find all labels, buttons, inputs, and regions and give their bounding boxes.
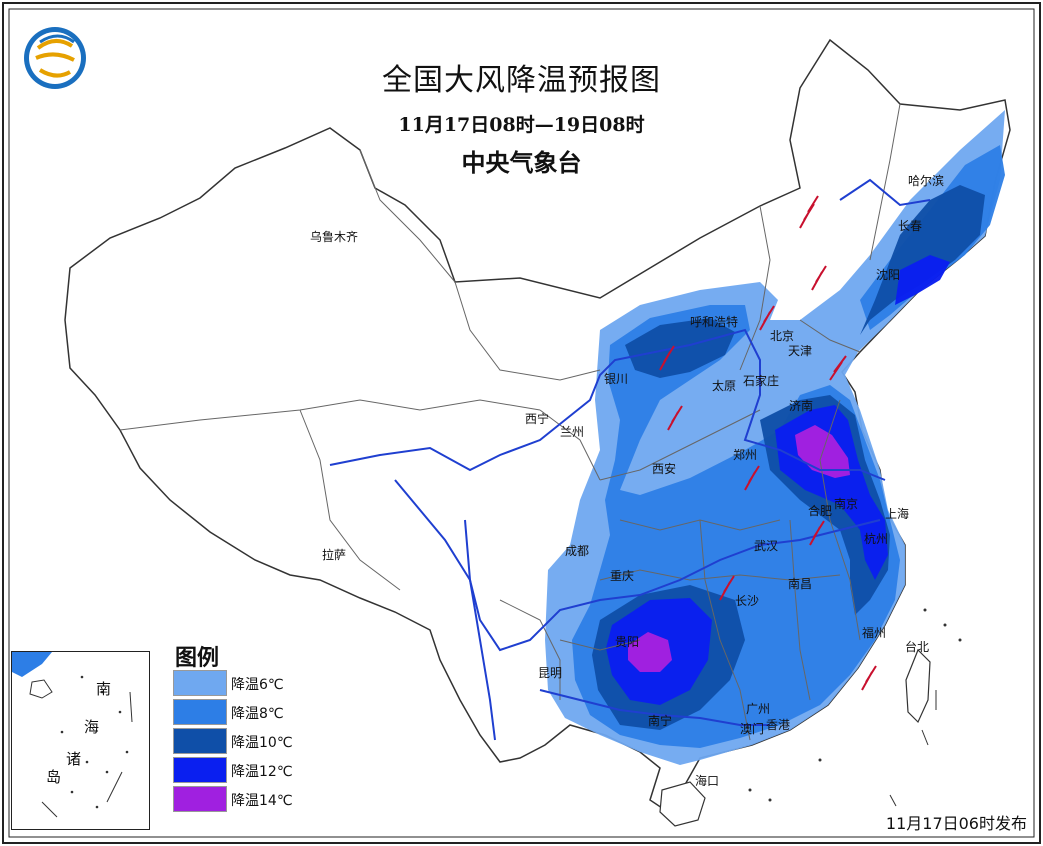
- inner-border: [8, 8, 1035, 838]
- wind-barbs: [659, 195, 877, 691]
- city-label: 郑州: [733, 448, 758, 462]
- city-label: 西安: [652, 462, 677, 476]
- legend-swatch: [173, 757, 227, 783]
- hainan-island: [659, 781, 706, 827]
- legend-label: 降温14℃: [231, 793, 293, 809]
- taiwan-island: [905, 648, 931, 724]
- city-label: 沈阳: [876, 268, 901, 282]
- city-label: 石家庄: [743, 374, 780, 388]
- city-label: 台北: [905, 640, 930, 654]
- city-label: 杭州: [864, 532, 889, 546]
- city-label: 合肥: [808, 504, 833, 518]
- legend-label: 降温6℃: [231, 677, 284, 693]
- city-label: 重庆: [610, 569, 635, 583]
- city-label: 西宁: [525, 412, 550, 426]
- city-label: 哈尔滨: [908, 174, 945, 188]
- city-label: 贵阳: [615, 635, 640, 649]
- city-label: 乌鲁木齐: [310, 230, 359, 244]
- city-label: 呼和浩特: [690, 315, 739, 329]
- publish-time: 11月17日06时发布: [885, 814, 1027, 833]
- city-label: 澳门: [740, 722, 765, 736]
- city-label: 长春: [898, 219, 923, 233]
- province-borders: [119, 103, 901, 741]
- city-label: 海口: [695, 774, 720, 788]
- city-label: 昆明: [538, 666, 563, 680]
- inset-label: 海: [84, 718, 100, 736]
- city-label: 济南: [789, 399, 814, 413]
- legend-label: 降温8℃: [231, 706, 284, 722]
- city-label: 拉萨: [322, 548, 347, 562]
- city-label: 香港: [766, 718, 791, 732]
- city-label: 上海: [885, 507, 910, 521]
- legend-label: 降温12℃: [231, 764, 293, 780]
- city-label: 兰州: [560, 425, 585, 439]
- cooling-zone-14: [628, 425, 850, 672]
- legend-swatch: [173, 699, 227, 725]
- city-label: 武汉: [754, 539, 779, 553]
- city-label: 福州: [862, 626, 887, 640]
- legend-swatch: [173, 786, 227, 812]
- issuer-name: 中央气象台: [461, 149, 582, 177]
- legend-title: 图例: [175, 646, 220, 671]
- city-label: 天津: [788, 344, 813, 358]
- legend-swatch: [173, 728, 227, 754]
- city-label: 太原: [712, 379, 737, 393]
- forecast-period: 11月17日08时—19日08时: [398, 114, 645, 136]
- city-label: 广州: [746, 702, 771, 716]
- island-chain-line-2: [921, 729, 929, 746]
- city-label: 银川: [604, 372, 629, 386]
- south-china-sea-inset: 南 海 诸 岛: [11, 651, 150, 830]
- city-label: 南宁: [648, 714, 673, 728]
- legend-label: 降温10℃: [231, 735, 293, 751]
- city-label: 成都: [565, 544, 590, 558]
- inset-label: 岛: [46, 768, 62, 786]
- city-label: 南京: [834, 497, 859, 511]
- cma-logo: [24, 27, 86, 89]
- inset-label: 南: [96, 680, 112, 698]
- island-chain-line-3: [889, 794, 897, 807]
- city-label: 长沙: [735, 594, 760, 608]
- city-label: 北京: [770, 329, 795, 343]
- sea-islands: [748, 608, 962, 802]
- rivers: [329, 178, 931, 741]
- inset-map: [12, 652, 133, 818]
- map-title: 全国大风降温预报图: [382, 63, 661, 98]
- city-label: 南昌: [788, 577, 813, 591]
- legend-swatch: [173, 670, 227, 696]
- inset-label: 诸: [66, 750, 82, 768]
